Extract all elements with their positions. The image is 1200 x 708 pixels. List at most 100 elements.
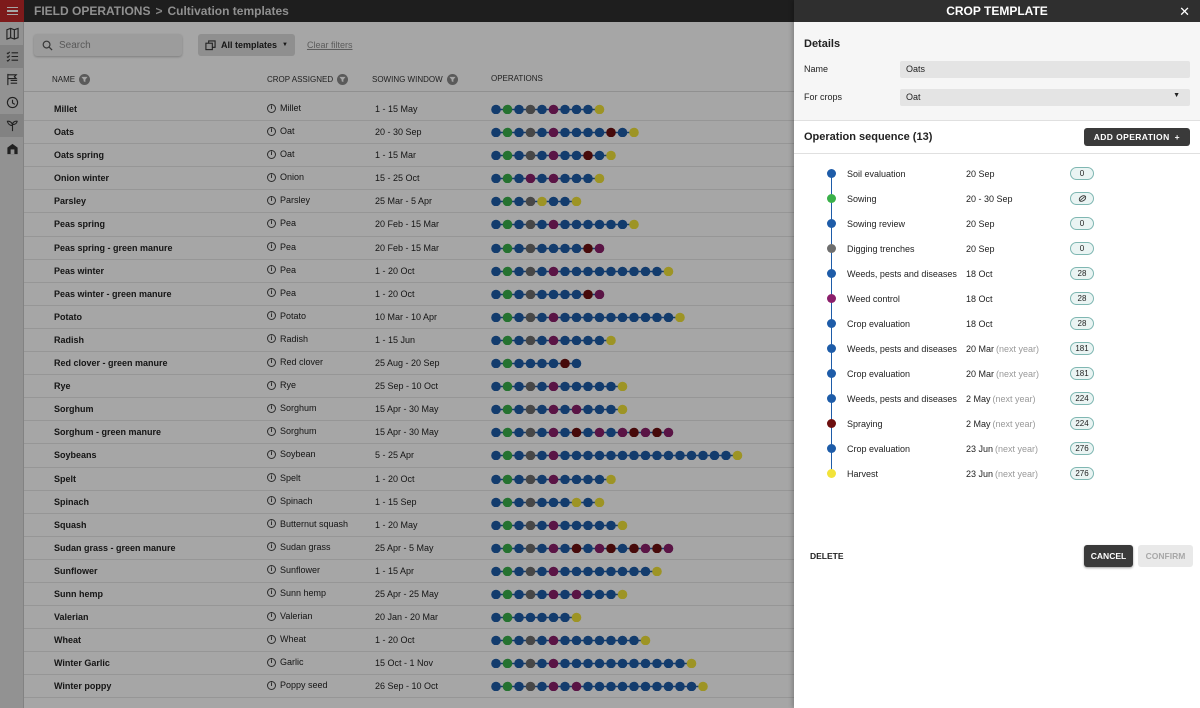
operation-dot bbox=[525, 381, 536, 392]
name-input[interactable]: Oats bbox=[900, 60, 1190, 78]
templates-filter-dropdown[interactable]: All templates ▼ bbox=[198, 34, 295, 56]
operation-item[interactable]: Weeds, pests and diseases 20 Mar (next yea… bbox=[794, 337, 1200, 362]
search-box[interactable] bbox=[34, 34, 182, 56]
operation-item[interactable]: Sowing review 20 Sep 0 bbox=[794, 212, 1200, 237]
table-row[interactable]: Potato i Potato 10 Mar - 10 Apr bbox=[24, 306, 794, 329]
operation-item[interactable]: Crop evaluation 18 Oct 28 bbox=[794, 312, 1200, 337]
info-icon[interactable]: i bbox=[267, 357, 276, 367]
table-row[interactable]: Winter Garlic i Garlic 15 Oct - 1 Nov bbox=[24, 652, 794, 676]
table-row[interactable]: Wheat i Wheat 1 - 20 Oct bbox=[24, 629, 794, 653]
column-header-crop[interactable]: CROP ASSIGNED bbox=[267, 74, 349, 85]
info-icon[interactable]: i bbox=[267, 473, 276, 482]
close-icon[interactable]: ✕ bbox=[1179, 4, 1190, 19]
operation-item[interactable]: Weed control 18 Oct 28 bbox=[794, 287, 1200, 312]
info-icon[interactable]: i bbox=[267, 149, 276, 159]
table-row[interactable]: Oats spring i Oat 1 - 15 Mar bbox=[24, 144, 794, 168]
operation-item[interactable]: Digging trenches 20 Sep 0 bbox=[794, 237, 1200, 262]
table-row[interactable]: Winter poppy i Poppy seed 26 Sep - 10 Oct bbox=[24, 675, 794, 699]
info-icon[interactable]: i bbox=[267, 680, 276, 690]
info-icon[interactable]: i bbox=[267, 265, 276, 275]
info-icon[interactable]: i bbox=[267, 380, 276, 390]
info-icon[interactable]: i bbox=[267, 311, 276, 321]
checklist-icon[interactable] bbox=[0, 45, 24, 68]
table-row[interactable]: Peas spring - green manure i Pea 20 Feb - 1… bbox=[24, 237, 794, 260]
operation-item[interactable]: Spraying 2 May (next year) 224 bbox=[794, 412, 1200, 437]
table-row[interactable]: Spinach i Spinach 1 - 15 Sep bbox=[24, 491, 794, 514]
filter-icon[interactable] bbox=[79, 74, 91, 85]
template-name: Spinach bbox=[54, 496, 90, 507]
operation-item[interactable]: Soil evaluation 20 Sep 0 bbox=[794, 162, 1200, 187]
sprout-icon[interactable] bbox=[0, 114, 24, 137]
info-icon[interactable]: i bbox=[267, 565, 276, 575]
table-row[interactable]: Sunn hemp i Sunn hemp 25 Apr - 25 May bbox=[24, 583, 794, 607]
operation-dot bbox=[594, 381, 605, 392]
clock-icon[interactable] bbox=[0, 91, 24, 114]
page-title: Cultivation templates bbox=[167, 4, 289, 18]
clear-filters-link[interactable]: Clear filters bbox=[306, 40, 353, 50]
info-icon[interactable]: i bbox=[267, 449, 276, 459]
info-icon[interactable]: i bbox=[267, 403, 276, 413]
info-icon[interactable]: i bbox=[267, 657, 276, 667]
filter-icon[interactable] bbox=[337, 74, 349, 85]
table-row[interactable]: Valerian i Valerian 20 Jan - 20 Mar bbox=[24, 606, 794, 630]
table-row[interactable]: Peas winter i Pea 1 - 20 Oct bbox=[24, 260, 794, 283]
info-icon[interactable]: i bbox=[267, 218, 276, 228]
table-row[interactable]: Millet i Millet 1 - 15 May bbox=[24, 98, 794, 122]
table-row[interactable]: Peas spring i Pea 20 Feb - 15 Mar bbox=[24, 213, 794, 237]
info-icon[interactable]: i bbox=[267, 195, 276, 205]
table-row[interactable]: Onion winter i Onion 15 - 25 Oct bbox=[24, 167, 794, 191]
info-icon[interactable]: i bbox=[267, 334, 276, 344]
crops-select[interactable]: Oat ▼ bbox=[900, 88, 1190, 106]
info-icon[interactable]: i bbox=[267, 426, 276, 436]
table-row[interactable]: Squash i Butternut squash 1 - 20 May bbox=[24, 514, 794, 537]
operation-item[interactable]: Harvest 23 Jun (next year) 276 bbox=[794, 462, 1200, 487]
operation-item[interactable]: Crop evaluation 23 Jun (next year) 276 bbox=[794, 437, 1200, 462]
confirm-button[interactable]: CONFIRM bbox=[1138, 545, 1193, 567]
table-row[interactable]: Radish i Radish 1 - 15 Jun bbox=[24, 329, 794, 353]
operation-dot bbox=[537, 358, 547, 369]
delete-button[interactable]: DELETE bbox=[810, 551, 844, 561]
info-icon[interactable]: i bbox=[267, 172, 276, 182]
cancel-button[interactable]: CANCEL bbox=[1084, 545, 1133, 567]
operation-item[interactable]: Weeds, pests and diseases 18 Oct 28 bbox=[794, 262, 1200, 287]
info-icon[interactable]: i bbox=[267, 103, 276, 113]
hamburger-menu-icon[interactable] bbox=[0, 0, 24, 22]
add-operation-button[interactable]: ADD OPERATION + bbox=[1083, 128, 1190, 146]
operation-dot bbox=[675, 658, 685, 669]
crop-assigned: i Sudan grass bbox=[267, 542, 331, 552]
table-row[interactable]: Oats i Oat 20 - 30 Sep bbox=[24, 121, 794, 145]
table-row[interactable]: Red clover - green manure i Red clover 25 A… bbox=[24, 352, 794, 376]
info-icon[interactable]: i bbox=[267, 288, 276, 298]
map-icon[interactable] bbox=[0, 22, 24, 45]
table-row[interactable]: Soybeans i Soybean 5 - 25 Apr bbox=[24, 444, 794, 468]
info-icon[interactable]: i bbox=[267, 242, 276, 252]
table-row[interactable]: Sunflower i Sunflower 1 - 15 Apr bbox=[24, 560, 794, 583]
info-icon[interactable]: i bbox=[267, 496, 276, 506]
table-row[interactable]: Sudan grass - green manure i Sudan grass 25… bbox=[24, 537, 794, 560]
crop-name: Millet bbox=[280, 103, 302, 113]
table-row[interactable]: Spelt i Spelt 1 - 20 Oct bbox=[24, 468, 794, 491]
operation-dot bbox=[571, 474, 582, 484]
operation-item[interactable]: Sowing 20 - 30 Sep bbox=[794, 187, 1200, 212]
column-header-window[interactable]: SOWING WINDOW bbox=[372, 74, 458, 85]
filter-icon[interactable] bbox=[446, 74, 458, 85]
barn-icon[interactable] bbox=[0, 137, 24, 160]
breadcrumb-section[interactable]: FIELD OPERATIONS bbox=[34, 4, 151, 18]
flags-icon[interactable] bbox=[0, 68, 24, 91]
info-icon[interactable]: i bbox=[267, 611, 276, 621]
search-input[interactable] bbox=[59, 39, 169, 51]
table-row[interactable]: Peas winter - green manure i Pea 1 - 20 Oct bbox=[24, 283, 794, 306]
table-row[interactable]: Sorghum i Sorghum 15 Apr - 30 May bbox=[24, 398, 794, 422]
operation-item[interactable]: Weeds, pests and diseases 2 May (next year… bbox=[794, 387, 1200, 412]
info-icon[interactable]: i bbox=[267, 588, 276, 598]
table-row[interactable]: Rye i Rye 25 Sep - 10 Oct bbox=[24, 375, 794, 399]
operation-dot bbox=[514, 197, 524, 207]
info-icon[interactable]: i bbox=[267, 634, 276, 644]
table-row[interactable]: Parsley i Parsley 25 Mar - 5 Apr bbox=[24, 190, 794, 214]
info-icon[interactable]: i bbox=[267, 542, 276, 552]
table-row[interactable]: Sorghum - green manure i Sorghum 15 Apr - 3… bbox=[24, 421, 794, 445]
operation-item[interactable]: Crop evaluation 20 Mar (next year) 181 bbox=[794, 362, 1200, 387]
info-icon[interactable]: i bbox=[267, 519, 276, 529]
column-header-name[interactable]: NAME bbox=[52, 74, 91, 85]
info-icon[interactable]: i bbox=[267, 126, 276, 136]
